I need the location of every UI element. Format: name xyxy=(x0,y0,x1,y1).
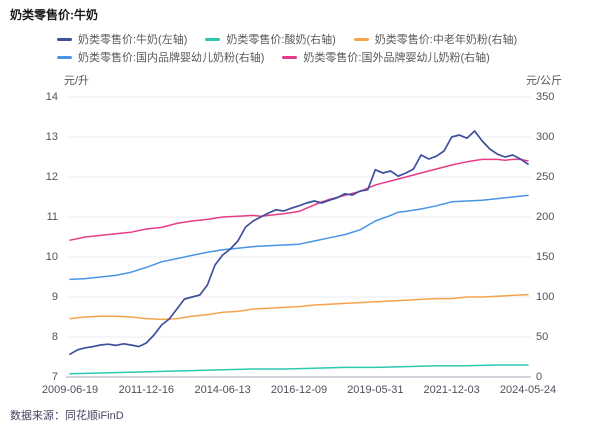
series-line-4 xyxy=(69,158,529,241)
right-axis-tick-label: 350 xyxy=(536,91,555,103)
right-axis-unit: 元/公斤 xyxy=(525,75,562,87)
legend-swatch-milk-icon xyxy=(57,37,72,41)
series-line-1 xyxy=(69,364,529,375)
x-axis-tick-label: 2009-06-19 xyxy=(41,384,99,396)
left-axis-tick-label: 14 xyxy=(45,91,58,103)
legend-label-domestic-infant-formula: 奶类零售价:国内品牌婴幼儿奶粉(右轴) xyxy=(78,52,265,64)
left-axis-tick-label: 8 xyxy=(51,331,58,343)
left-axis-tick-label: 12 xyxy=(45,171,58,183)
legend-swatch-yogurt-icon xyxy=(205,37,221,41)
x-axis-tick-label: 2021-12-03 xyxy=(423,384,480,396)
legend-row-2: 奶类零售价:国内品牌婴幼儿奶粉(右轴) 奶类零售价:国外品牌婴幼儿奶粉(右轴) xyxy=(57,48,517,66)
chart-title: 奶类零售价:牛奶 xyxy=(10,8,98,22)
right-axis-tick-label: 300 xyxy=(536,131,555,143)
legend-label-yogurt: 奶类零售价:酸奶(右轴) xyxy=(226,34,336,46)
legend-item-domestic-infant-formula[interactable]: 奶类零售价:国内品牌婴幼儿奶粉(右轴) xyxy=(57,49,264,65)
right-axis-tick-label: 0 xyxy=(536,371,543,383)
legend-swatch-domestic-infant-formula-icon xyxy=(57,55,72,59)
left-axis-tick-label: 7 xyxy=(51,371,58,383)
legend-swatch-foreign-infant-formula-icon xyxy=(282,55,298,59)
x-axis-tick-label: 2024-05-24 xyxy=(499,384,557,396)
legend-item-foreign-infant-formula[interactable]: 奶类零售价:国外品牌婴幼儿奶粉(右轴) xyxy=(282,49,490,65)
right-axis-tick-label: 200 xyxy=(536,211,555,223)
left-axis-tick-label: 10 xyxy=(45,251,58,263)
left-axis-tick-label: 9 xyxy=(51,291,58,303)
left-axis-tick-label: 13 xyxy=(45,131,58,143)
right-axis-tick-label: 50 xyxy=(536,331,549,343)
right-axis-tick-label: 100 xyxy=(536,291,555,303)
legend: 奶类零售价:牛奶(左轴) 奶类零售价:酸奶(右轴) 奶类零售价:中老年奶粉(右轴… xyxy=(57,30,517,66)
x-axis-tick-label: 2014-06-13 xyxy=(194,384,251,396)
x-axis-tick-label: 2019-05-31 xyxy=(347,384,404,396)
x-axis-tick-label: 2016-12-09 xyxy=(270,384,328,396)
legend-swatch-middle-aged-milk-powder-icon xyxy=(353,37,369,41)
legend-label-middle-aged-milk-powder: 奶类零售价:中老年奶粉(右轴) xyxy=(374,34,518,46)
left-axis-tick-label: 11 xyxy=(46,211,58,223)
series-line-0 xyxy=(69,130,529,356)
series-line-2 xyxy=(69,293,529,321)
legend-item-yogurt[interactable]: 奶类零售价:酸奶(右轴) xyxy=(205,31,336,47)
right-axis-tick-label: 150 xyxy=(536,251,555,263)
legend-item-milk[interactable]: 奶类零售价:牛奶(左轴) xyxy=(57,31,187,47)
legend-label-foreign-infant-formula: 奶类零售价:国外品牌婴幼儿奶粉(右轴) xyxy=(303,52,490,64)
right-axis-tick-label: 250 xyxy=(536,171,555,183)
x-axis-tick-label: 2011-12-16 xyxy=(118,384,175,396)
legend-label-milk: 奶类零售价:牛奶(左轴) xyxy=(78,34,188,46)
series-line-3 xyxy=(69,194,529,281)
data-source: 数据来源：同花顺iFinD xyxy=(10,410,124,422)
legend-row-1: 奶类零售价:牛奶(左轴) 奶类零售价:酸奶(右轴) 奶类零售价:中老年奶粉(右轴… xyxy=(57,30,517,48)
legend-item-middle-aged-milk-powder[interactable]: 奶类零售价:中老年奶粉(右轴) xyxy=(353,31,518,47)
left-axis-unit: 元/升 xyxy=(64,75,90,87)
